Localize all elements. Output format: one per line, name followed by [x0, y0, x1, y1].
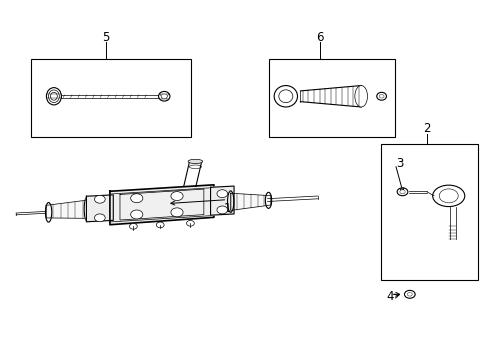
Ellipse shape: [186, 220, 194, 226]
Ellipse shape: [130, 210, 142, 219]
Polygon shape: [230, 193, 270, 210]
Text: 4: 4: [386, 289, 393, 303]
Bar: [30, 59, 191, 137]
Text: 3: 3: [396, 157, 403, 170]
Ellipse shape: [50, 92, 57, 100]
Ellipse shape: [438, 189, 457, 203]
Bar: [268, 59, 394, 137]
Ellipse shape: [407, 293, 411, 296]
Ellipse shape: [188, 159, 202, 163]
Ellipse shape: [396, 188, 407, 196]
Polygon shape: [46, 200, 90, 219]
Text: 1: 1: [224, 202, 231, 215]
Text: 5: 5: [102, 31, 109, 44]
Ellipse shape: [354, 86, 367, 107]
Ellipse shape: [171, 192, 183, 201]
Ellipse shape: [404, 291, 414, 298]
Ellipse shape: [376, 92, 386, 100]
Ellipse shape: [156, 222, 164, 228]
Ellipse shape: [48, 90, 59, 103]
Polygon shape: [86, 195, 113, 222]
Text: 6: 6: [315, 31, 323, 44]
Polygon shape: [110, 185, 213, 225]
Ellipse shape: [130, 194, 142, 203]
Polygon shape: [210, 186, 234, 215]
Ellipse shape: [161, 94, 167, 99]
Ellipse shape: [158, 91, 170, 101]
Ellipse shape: [46, 87, 61, 105]
Ellipse shape: [378, 94, 383, 98]
Ellipse shape: [217, 190, 227, 198]
Ellipse shape: [171, 208, 183, 217]
Ellipse shape: [94, 195, 105, 203]
Ellipse shape: [278, 90, 292, 103]
Ellipse shape: [399, 190, 405, 194]
Bar: [380, 144, 477, 280]
Ellipse shape: [217, 206, 227, 214]
Ellipse shape: [432, 185, 464, 207]
Ellipse shape: [129, 224, 137, 229]
Ellipse shape: [94, 214, 105, 222]
Text: 2: 2: [422, 122, 430, 135]
